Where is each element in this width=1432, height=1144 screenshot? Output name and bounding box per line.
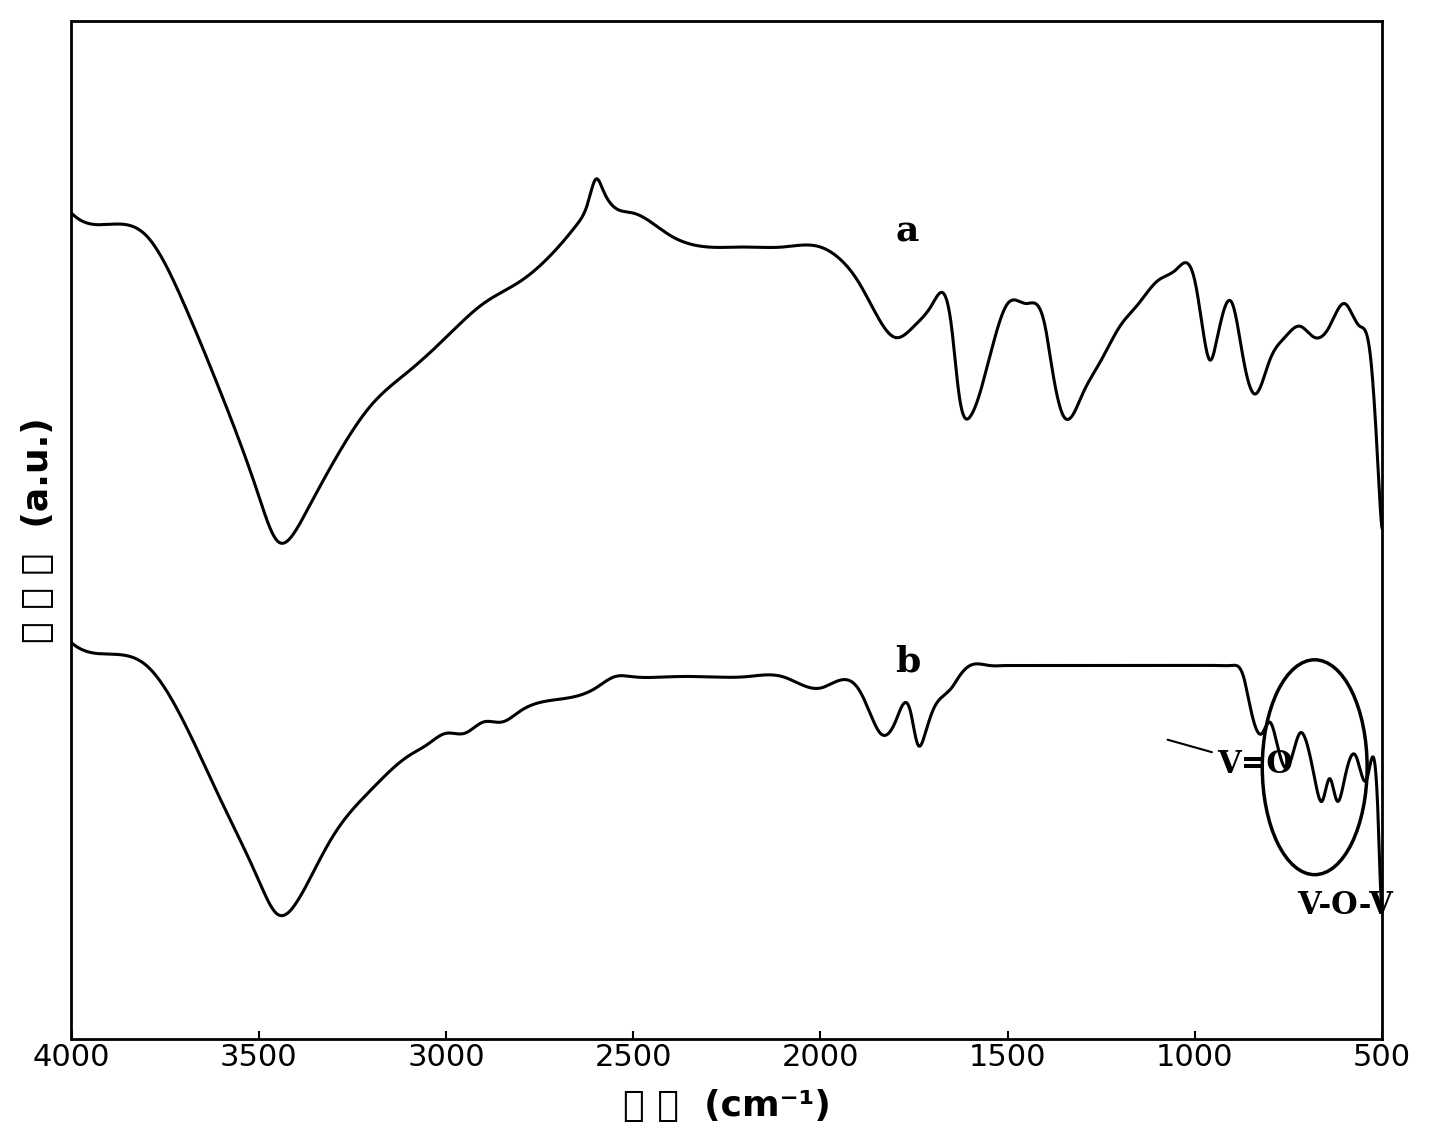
Text: V-O-V: V-O-V <box>1297 890 1392 921</box>
Y-axis label: 透 过 率  (a.u.): 透 过 率 (a.u.) <box>21 416 54 643</box>
Text: b: b <box>895 644 921 678</box>
Text: a: a <box>895 214 919 248</box>
X-axis label: 波 数  (cm⁻¹): 波 数 (cm⁻¹) <box>623 1089 831 1123</box>
Text: V=O: V=O <box>1167 740 1293 780</box>
